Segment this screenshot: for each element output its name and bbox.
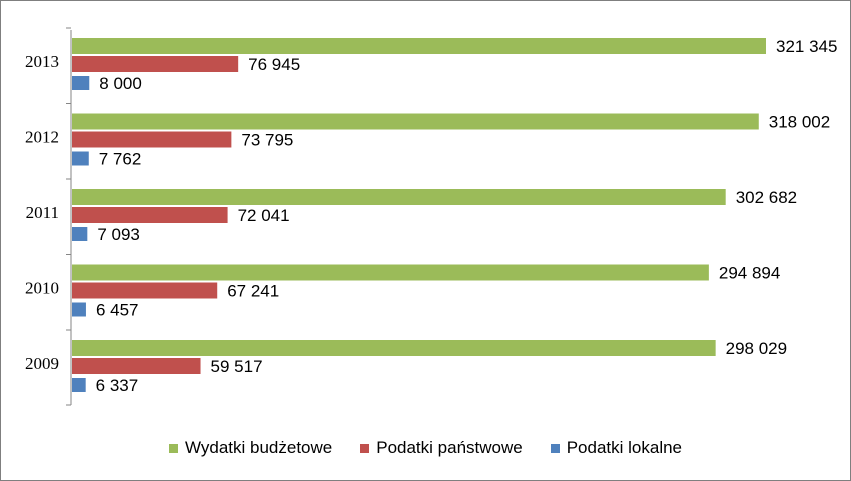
data-label-2012-0: 318 002 [769,113,830,132]
bar-2013-0 [72,38,766,54]
bar-group-2012: 2012 318 002 73 795 7 762 [25,103,830,169]
data-label-2011-2: 7 093 [97,225,140,244]
legend-swatch-wydatki [168,443,178,453]
legend-swatch-podatki-panstwowe [360,443,370,453]
bar-group-2010: 2010 294 894 67 241 6 457 [25,254,780,320]
bar-group-2011: 2011 302 682 72 041 7 093 [26,178,797,244]
data-label-2009-0: 298 029 [726,339,787,358]
bar-group-2013: 2013 321 345 76 945 8 000 [25,27,837,93]
legend-item-podatki-panstwowe: Podatki państwowe [360,438,523,458]
data-label-2010-1: 67 241 [227,282,279,301]
data-label-2009-1: 59 517 [211,357,263,376]
legend-label-wydatki: Wydatki budżetowe [184,438,333,457]
data-label-2011-1: 72 041 [238,206,290,225]
bar-2010-1 [72,282,218,299]
bar-2013-2 [72,76,90,90]
data-label-2012-1: 73 795 [241,131,293,150]
bar-2011-1 [72,207,228,223]
bar-2010-0 [72,264,709,281]
data-label-2010-0: 294 894 [719,264,780,283]
category-label-2013: 2013 [25,52,59,71]
bar-2009-1 [72,358,201,374]
bar-2012-0 [72,113,759,130]
data-label-2010-2: 6 457 [96,301,139,320]
data-label-2009-2: 6 337 [96,376,139,395]
data-label-2012-2: 7 762 [99,150,142,169]
bar-2010-2 [72,302,86,317]
legend-label-podatki-panstwowe: Podatki państwowe [376,438,523,457]
bar-2009-2 [72,378,86,392]
bar-2013-1 [72,56,239,72]
bar-2011-0 [72,189,726,205]
legend-label-podatki-lokalne: Podatki lokalne [566,438,683,457]
data-label-2013-0: 321 345 [776,37,837,56]
bar-2009-0 [72,340,716,356]
data-label-2013-1: 76 945 [248,55,300,74]
legend-item-wydatki: Wydatki budżetowe [168,438,333,458]
category-label-2009: 2009 [25,354,59,373]
bar-group-2009: 2009 298 029 59 517 6 337 [25,329,787,395]
data-label-2013-2: 8 000 [99,74,142,93]
category-label-2012: 2012 [25,128,59,147]
legend-item-podatki-lokalne: Podatki lokalne [550,438,683,458]
category-label-2010: 2010 [25,279,59,298]
bar-2012-1 [72,131,232,148]
category-label-2011: 2011 [26,203,59,222]
bar-2012-2 [72,151,89,166]
legend: Wydatki budżetowe Podatki państwowe Poda… [0,436,851,460]
legend-swatch-podatki-lokalne [550,443,560,453]
data-label-2011-0: 302 682 [736,188,797,207]
bar-2011-2 [72,227,88,241]
